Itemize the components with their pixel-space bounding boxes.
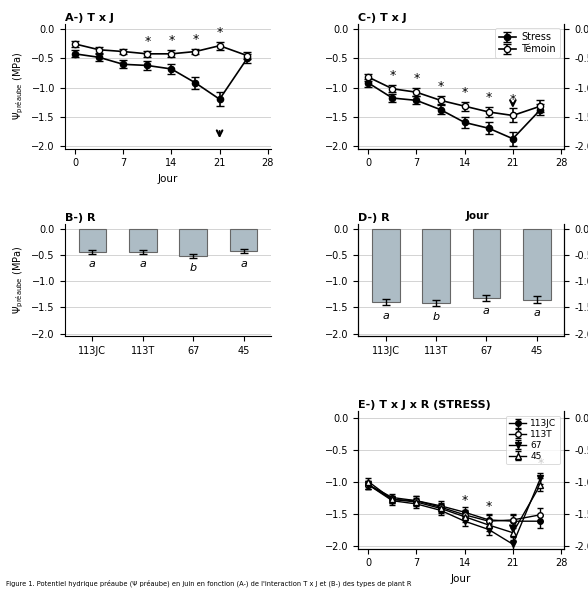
- Bar: [179, 229, 207, 256]
- Text: *: *: [192, 32, 199, 45]
- Text: a: a: [240, 258, 247, 268]
- Text: D-) R: D-) R: [358, 213, 390, 223]
- Bar: [422, 229, 450, 303]
- Text: *: *: [216, 26, 223, 39]
- Text: *: *: [486, 91, 492, 104]
- Text: Jour: Jour: [465, 211, 489, 221]
- Bar: [79, 229, 106, 252]
- Text: a: a: [89, 259, 96, 269]
- Text: b: b: [432, 312, 440, 322]
- Text: A-) T x J: A-) T x J: [65, 13, 113, 23]
- Text: *: *: [486, 500, 492, 513]
- Text: *: *: [510, 93, 516, 106]
- Bar: [523, 229, 550, 300]
- Legend: 113JC, 113T, 67, 45: 113JC, 113T, 67, 45: [506, 416, 560, 464]
- X-axis label: Jour: Jour: [451, 574, 472, 584]
- Bar: [129, 229, 156, 252]
- Text: a: a: [139, 259, 146, 269]
- Bar: [473, 229, 500, 298]
- Text: a: a: [483, 306, 490, 316]
- Bar: [230, 229, 258, 251]
- Bar: [372, 229, 399, 302]
- Text: *: *: [462, 494, 468, 507]
- Text: *: *: [462, 86, 468, 99]
- Text: *: *: [437, 80, 444, 93]
- Text: a: a: [533, 308, 540, 318]
- Text: E-) T x J x R (STRESS): E-) T x J x R (STRESS): [358, 401, 491, 411]
- Y-axis label: $\Psi_{\rm préaube}$ (MPa): $\Psi_{\rm préaube}$ (MPa): [12, 52, 26, 120]
- Text: *: *: [413, 72, 420, 85]
- Y-axis label: $\Psi_{\rm préaube}$ (MPa): $\Psi_{\rm préaube}$ (MPa): [12, 245, 26, 314]
- Text: *: *: [144, 35, 151, 48]
- X-axis label: Jour: Jour: [158, 174, 178, 184]
- Text: Figure 1. Potentiel hydrique préaube (Ψ préaube) en juin en fonction (A-) de l'i: Figure 1. Potentiel hydrique préaube (Ψ …: [6, 579, 412, 587]
- Text: *: *: [389, 70, 396, 83]
- Text: a: a: [382, 310, 389, 320]
- Text: B-) R: B-) R: [65, 213, 95, 223]
- Text: *: *: [537, 457, 543, 470]
- Legend: Stress, Témoin: Stress, Témoin: [495, 28, 560, 58]
- Text: *: *: [168, 34, 175, 47]
- Text: C-) T x J: C-) T x J: [358, 13, 406, 23]
- Text: b: b: [189, 263, 197, 273]
